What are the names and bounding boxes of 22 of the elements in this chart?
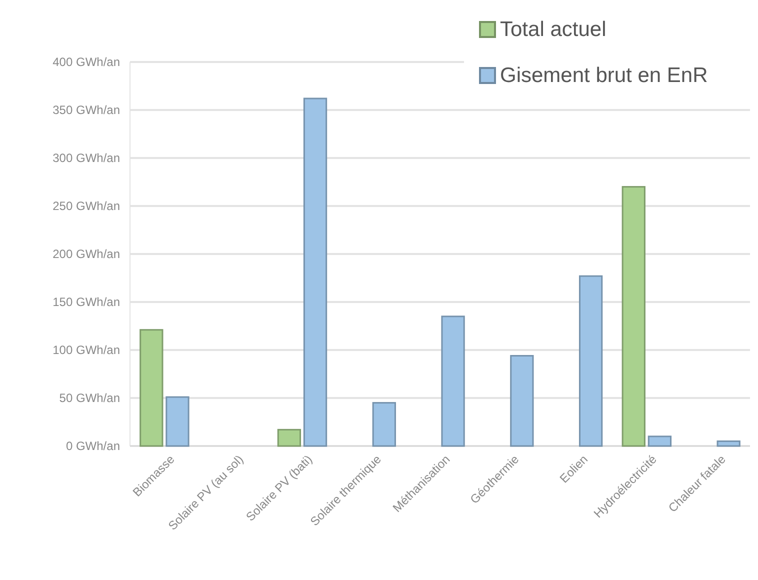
y-tick-label: 200 GWh/an xyxy=(52,246,120,261)
bar xyxy=(166,396,190,447)
y-tick-label: 300 GWh/an xyxy=(52,150,120,165)
bar xyxy=(622,186,646,447)
bar xyxy=(716,440,740,447)
bar xyxy=(648,436,672,447)
bar xyxy=(441,316,465,447)
legend-label: Total actuel xyxy=(500,18,606,41)
y-tick-label: 50 GWh/an xyxy=(59,390,120,405)
bar xyxy=(372,402,396,447)
y-tick-label: 100 GWh/an xyxy=(52,342,120,357)
bar xyxy=(578,275,603,447)
bar xyxy=(277,428,302,447)
y-tick-label: 400 GWh/an xyxy=(52,54,120,69)
y-tick-label: 350 GWh/an xyxy=(52,102,120,117)
bar xyxy=(510,355,534,447)
y-tick-label: 250 GWh/an xyxy=(52,198,120,213)
legend-label: Gisement brut en EnR xyxy=(500,64,708,87)
bar xyxy=(303,98,328,447)
bar xyxy=(140,329,164,447)
y-tick-label: 0 GWh/an xyxy=(66,438,120,453)
y-tick-label: 150 GWh/an xyxy=(52,294,120,309)
